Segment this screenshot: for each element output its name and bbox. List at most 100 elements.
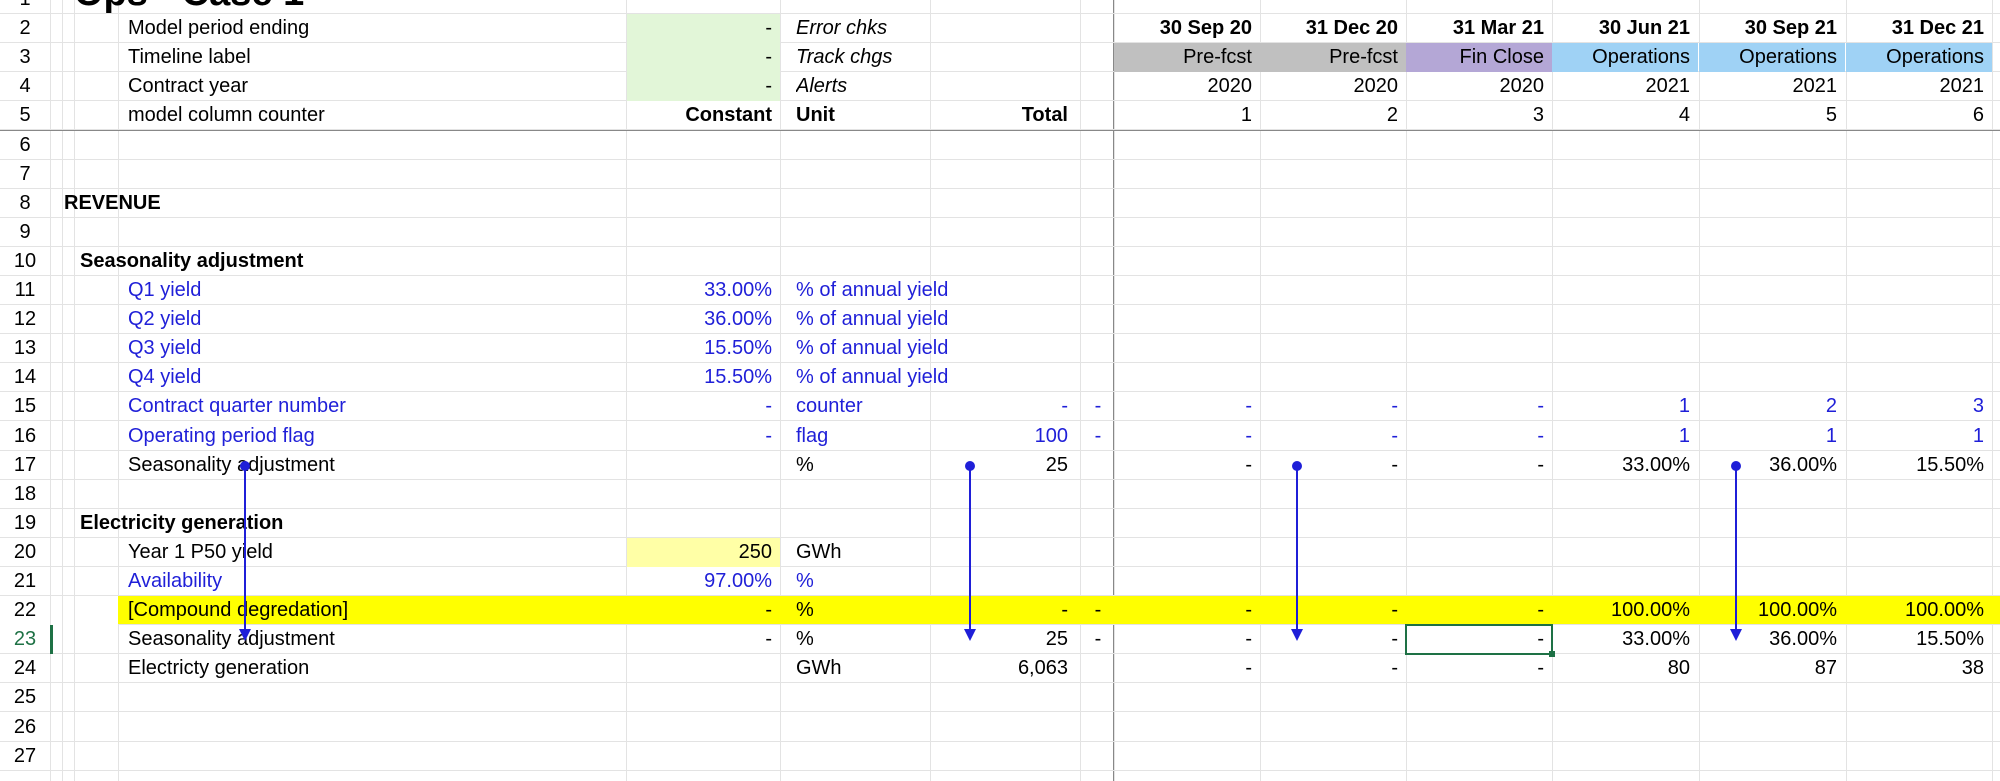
sheet-row[interactable] bbox=[0, 625, 2000, 654]
sheet-row[interactable] bbox=[0, 742, 2000, 771]
yield-input-cell[interactable]: 250 bbox=[738, 541, 772, 563]
period-label[interactable]: Pre-fcst bbox=[1114, 43, 1260, 72]
constant-cell[interactable]: - bbox=[765, 599, 772, 621]
row-number[interactable]: 2 bbox=[19, 17, 31, 39]
unit-cell[interactable]: counter bbox=[796, 395, 863, 417]
row-label[interactable]: Q1 yield bbox=[128, 279, 202, 301]
row-label[interactable]: Seasonality adjustment bbox=[128, 628, 335, 650]
total-cell[interactable]: - bbox=[1061, 395, 1068, 417]
period-value[interactable]: - bbox=[1537, 599, 1544, 621]
unit-cell[interactable]: Alerts bbox=[796, 75, 848, 97]
row-label[interactable]: Contract year bbox=[128, 75, 249, 97]
row-label[interactable]: Seasonality adjustment bbox=[128, 454, 335, 476]
period-label[interactable]: Operations bbox=[1699, 43, 1845, 72]
sheet-row[interactable] bbox=[0, 305, 2000, 334]
row-number[interactable]: 9 bbox=[19, 221, 31, 243]
constant-cell[interactable]: 15.50% bbox=[704, 366, 772, 388]
row-label[interactable]: [Compound degredation] bbox=[128, 599, 349, 621]
row-number[interactable]: 21 bbox=[13, 570, 37, 592]
period-label[interactable]: Operations bbox=[1846, 43, 1992, 72]
contract-year[interactable]: 2021 bbox=[1792, 75, 1838, 97]
period-value[interactable]: - bbox=[1391, 454, 1398, 476]
row-number[interactable]: 27 bbox=[13, 745, 37, 767]
sheet-row[interactable] bbox=[0, 422, 2000, 451]
column-counter[interactable]: 4 bbox=[1678, 104, 1690, 126]
period-value[interactable]: 36.00% bbox=[1769, 454, 1837, 476]
sheet-row[interactable] bbox=[118, 596, 2000, 625]
row-number[interactable]: 4 bbox=[19, 75, 31, 97]
row-label[interactable]: Q2 yield bbox=[128, 308, 202, 330]
total-header[interactable]: Total bbox=[1021, 104, 1068, 126]
unit-cell[interactable]: % bbox=[796, 628, 814, 650]
check-mark-cell[interactable]: - bbox=[1094, 425, 1102, 447]
period-value[interactable]: - bbox=[1245, 425, 1252, 447]
row-number[interactable]: 11 bbox=[14, 279, 36, 301]
period-label[interactable]: Pre-fcst bbox=[1260, 43, 1406, 72]
unit-cell[interactable]: GWh bbox=[796, 657, 842, 679]
sheet-row[interactable] bbox=[0, 509, 2000, 538]
column-counter[interactable]: 5 bbox=[1825, 104, 1837, 126]
row-number[interactable]: 8 bbox=[19, 192, 31, 214]
check-mark-cell[interactable]: - bbox=[1094, 395, 1102, 417]
row-number[interactable]: 25 bbox=[13, 686, 37, 708]
row-number[interactable]: 14 bbox=[13, 366, 37, 388]
period-value[interactable]: - bbox=[1391, 628, 1398, 650]
period-value[interactable]: - bbox=[1391, 425, 1398, 447]
row-label[interactable]: Q4 yield bbox=[128, 366, 202, 388]
sheet-row[interactable] bbox=[0, 160, 2000, 189]
total-cell[interactable]: 6,063 bbox=[1017, 657, 1068, 679]
total-cell[interactable]: 25 bbox=[1045, 454, 1068, 476]
row-number[interactable]: 26 bbox=[13, 716, 37, 738]
period-value[interactable]: - bbox=[1537, 395, 1544, 417]
row-label[interactable]: Timeline label bbox=[128, 46, 251, 68]
period-label[interactable]: Fin Close bbox=[1406, 43, 1552, 72]
constant-cell[interactable]: - bbox=[765, 628, 772, 650]
sheet-row[interactable] bbox=[0, 14, 2000, 43]
column-counter[interactable]: 2 bbox=[1386, 104, 1398, 126]
row-number[interactable]: 22 bbox=[13, 599, 37, 621]
row-number[interactable]: 23 bbox=[0, 625, 53, 654]
row-label[interactable]: model column counter bbox=[128, 104, 325, 126]
total-cell[interactable]: - bbox=[1061, 599, 1068, 621]
unit-cell[interactable]: % of annual yield bbox=[796, 337, 949, 359]
period-value[interactable]: - bbox=[1391, 599, 1398, 621]
constant-cell[interactable]: - bbox=[765, 425, 772, 447]
sheet-row[interactable] bbox=[0, 0, 2000, 14]
period-value[interactable]: - bbox=[1537, 454, 1544, 476]
row-number[interactable]: 17 bbox=[13, 454, 37, 476]
period-value[interactable]: 1 bbox=[1825, 425, 1837, 447]
unit-cell[interactable]: Error chks bbox=[796, 17, 888, 39]
period-value[interactable]: 33.00% bbox=[1622, 628, 1690, 650]
period-value[interactable]: - bbox=[1391, 395, 1398, 417]
row-number[interactable]: 6 bbox=[19, 134, 31, 156]
sheet-row[interactable] bbox=[0, 392, 2000, 421]
availability-input-cell[interactable]: 97.00% bbox=[704, 570, 772, 592]
period-date-header[interactable]: 31 Dec 21 bbox=[1891, 17, 1984, 39]
period-value[interactable]: 33.00% bbox=[1622, 454, 1690, 476]
row-label[interactable]: Year 1 P50 yield bbox=[128, 541, 273, 563]
sheet-row[interactable] bbox=[0, 43, 2000, 72]
period-value[interactable]: - bbox=[1537, 657, 1544, 679]
period-value[interactable]: 38 bbox=[1961, 657, 1984, 679]
constant-cell[interactable]: Constant bbox=[685, 104, 772, 126]
row-number[interactable]: 1 bbox=[0, 0, 50, 14]
sheet-row[interactable] bbox=[0, 247, 2000, 276]
unit-cell[interactable]: % of annual yield bbox=[796, 366, 949, 388]
row-number[interactable]: 10 bbox=[13, 250, 37, 272]
period-value[interactable]: 100.00% bbox=[1758, 599, 1837, 621]
period-value[interactable]: 15.50% bbox=[1916, 454, 1984, 476]
sheet-row[interactable] bbox=[0, 131, 2000, 160]
row-label[interactable]: Operating period flag bbox=[128, 425, 315, 447]
row-number[interactable]: 3 bbox=[19, 46, 31, 68]
row-label[interactable]: Q3 yield bbox=[128, 337, 202, 359]
constant-cell[interactable]: - bbox=[765, 17, 772, 39]
row-number[interactable]: 16 bbox=[13, 425, 37, 447]
sheet-row[interactable] bbox=[0, 654, 2000, 683]
constant-cell[interactable]: 33.00% bbox=[704, 279, 772, 301]
period-date-header[interactable]: 30 Sep 20 bbox=[1159, 17, 1252, 39]
sheet-row[interactable] bbox=[0, 334, 2000, 363]
contract-year[interactable]: 2020 bbox=[1207, 75, 1253, 97]
row-number[interactable]: 12 bbox=[13, 308, 37, 330]
period-value[interactable]: 36.00% bbox=[1769, 628, 1837, 650]
section-generation[interactable]: Electricity generation bbox=[80, 512, 284, 534]
